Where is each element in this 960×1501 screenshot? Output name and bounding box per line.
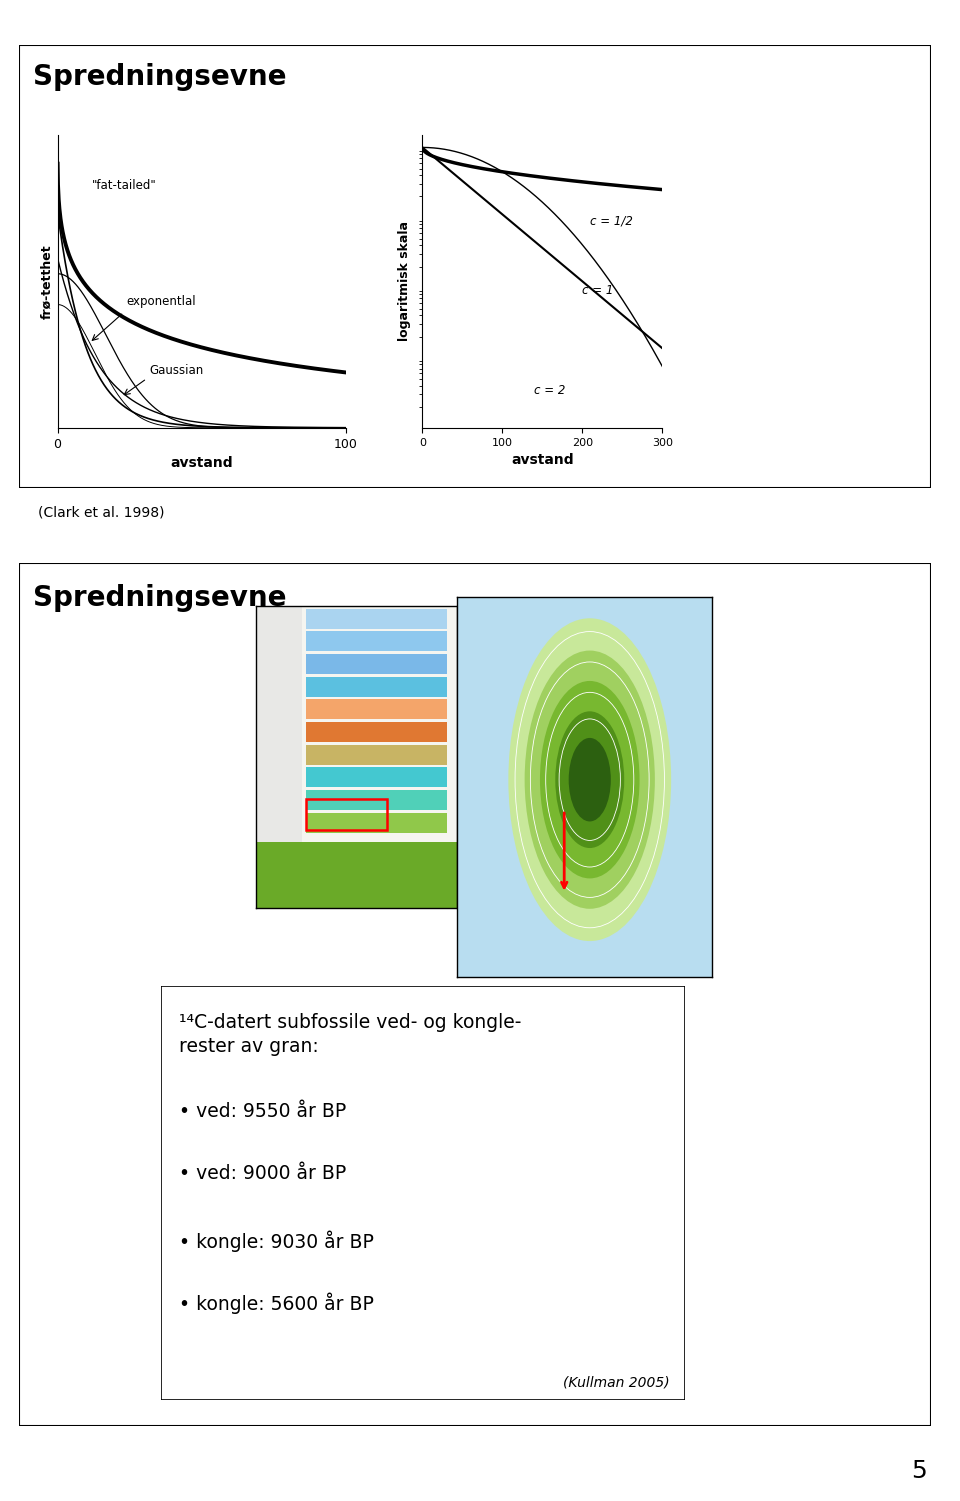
Text: Spredningsevne: Spredningsevne — [33, 584, 286, 612]
Bar — [306, 677, 447, 696]
Bar — [306, 812, 447, 833]
X-axis label: avstand: avstand — [511, 453, 574, 467]
Bar — [256, 606, 302, 842]
Text: Gaussian: Gaussian — [150, 363, 204, 377]
Text: (Kullman 2005): (Kullman 2005) — [563, 1376, 669, 1390]
Bar — [306, 654, 447, 674]
Ellipse shape — [509, 618, 671, 941]
Ellipse shape — [524, 650, 655, 908]
Bar — [306, 800, 387, 830]
Text: exponentlal: exponentlal — [127, 294, 197, 308]
Bar — [306, 744, 447, 764]
Text: ¹⁴C-datert subfossile ved- og kongle-
rester av gran:: ¹⁴C-datert subfossile ved- og kongle- re… — [179, 1013, 521, 1057]
Ellipse shape — [568, 738, 611, 821]
X-axis label: avstand: avstand — [170, 456, 233, 470]
Text: (Clark et al. 1998): (Clark et al. 1998) — [38, 506, 165, 519]
Text: 5: 5 — [911, 1459, 926, 1483]
Text: "fat-tailed": "fat-tailed" — [92, 179, 156, 192]
Text: • ved: 9000 år BP: • ved: 9000 år BP — [179, 1163, 347, 1183]
FancyBboxPatch shape — [160, 986, 684, 1400]
Text: Spredningsevne: Spredningsevne — [33, 63, 286, 90]
Text: c = 1/2: c = 1/2 — [590, 215, 634, 227]
Ellipse shape — [540, 681, 639, 878]
Text: • kongle: 9030 år BP: • kongle: 9030 år BP — [179, 1231, 373, 1252]
Bar — [306, 609, 447, 629]
Text: c = 1: c = 1 — [583, 284, 613, 297]
Bar — [306, 632, 447, 651]
Bar — [256, 842, 457, 908]
FancyBboxPatch shape — [19, 563, 931, 1426]
Y-axis label: frø-tetthet: frø-tetthet — [40, 245, 54, 318]
Y-axis label: logaritmisk skala: logaritmisk skala — [397, 222, 411, 341]
Bar — [306, 699, 447, 719]
Text: • ved: 9550 år BP: • ved: 9550 år BP — [179, 1102, 347, 1121]
Ellipse shape — [555, 711, 624, 848]
Bar — [306, 767, 447, 787]
FancyBboxPatch shape — [19, 45, 931, 488]
Text: c = 2: c = 2 — [535, 384, 565, 398]
Bar — [306, 722, 447, 741]
Text: • kongle: 5600 år BP: • kongle: 5600 år BP — [179, 1292, 373, 1313]
Bar — [306, 790, 447, 811]
